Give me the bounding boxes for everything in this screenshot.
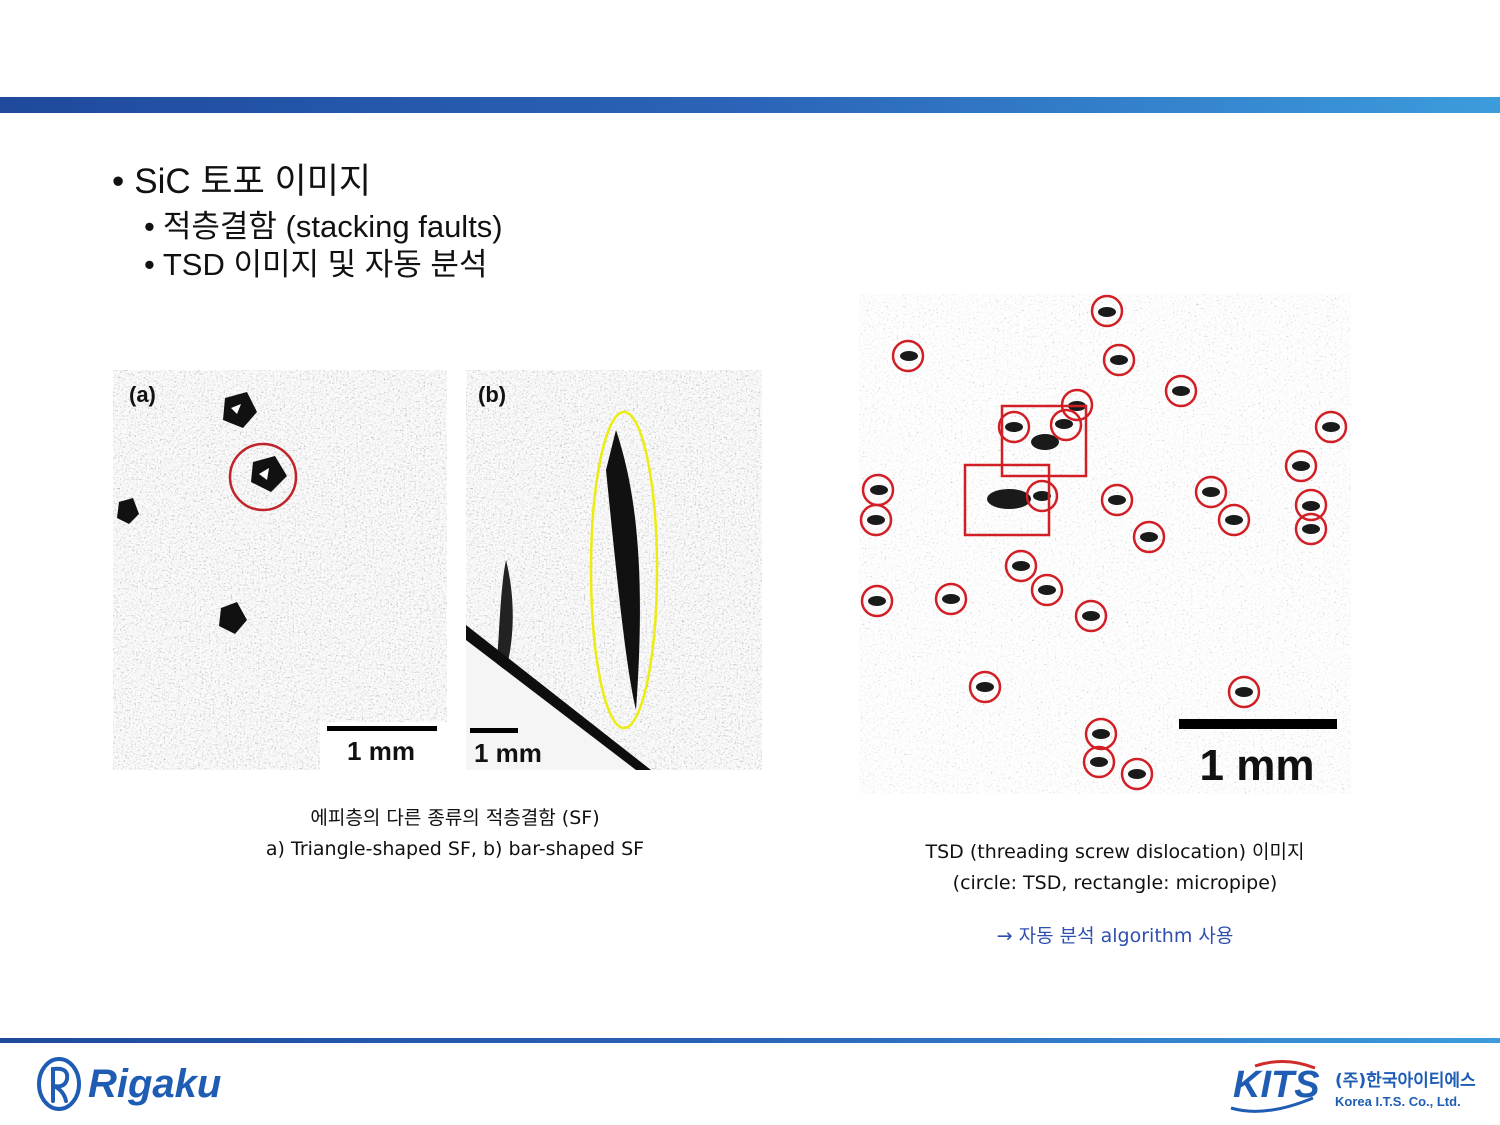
caption-sf-line1: 에피층의 다른 종류의 적층결함 (SF) — [310, 807, 600, 829]
panel-b-scale-label: 1 mm — [474, 738, 542, 768]
bullet-sub-tsd-text: TSD 이미지 및 자동 분석 — [162, 247, 488, 282]
rigaku-wordmark: Rigaku — [88, 1061, 222, 1106]
tsd-image-panel: 1 mm — [859, 294, 1351, 794]
caption-stacking-faults: 에피층의 다른 종류의 적층결함 (SF) a) Triangle-shaped… — [200, 803, 710, 865]
caption-tsd-line2: (circle: TSD, rectangle: micropipe) — [952, 872, 1278, 894]
kits-korean-name: (주)한국아이티에스 — [1335, 1070, 1476, 1091]
header-accent-bar — [0, 97, 1500, 113]
rigaku-logo: Rigaku — [36, 1055, 221, 1113]
bullet-main: • SiC 토포 이미지 — [112, 160, 503, 204]
bullet-sub-stacking-text: 적층결함 (stacking faults) — [162, 209, 503, 244]
caption-tsd-line1: TSD (threading screw dislocation) 이미지 — [925, 841, 1305, 863]
topo-image-panel-a: 1 mm (a) — [113, 370, 447, 770]
panel-b-label: (b) — [478, 382, 506, 407]
bullet-sub-stacking: • 적층결함 (stacking faults) — [144, 209, 503, 244]
footer-accent-bar — [0, 1038, 1500, 1043]
rigaku-emblem-icon — [37, 1057, 81, 1111]
panel-a-scale-label: 1 mm — [347, 736, 415, 766]
panel-a-label: (a) — [129, 382, 156, 407]
kits-emblem: KITS — [1225, 1058, 1321, 1116]
bullet-sub-tsd: • TSD 이미지 및 자동 분석 — [144, 247, 488, 282]
bullet-main-text: SiC 토포 이미지 — [134, 162, 372, 201]
bullet-list: • SiC 토포 이미지 • 적층결함 (stacking faults) • … — [112, 160, 503, 284]
kits-wordmark: KITS — [1233, 1064, 1320, 1106]
kits-english-name: Korea I.T.S. Co., Ltd. — [1335, 1093, 1461, 1109]
kits-logo: KITS (주)한국아이티에스 Korea I.T.S. Co., Ltd. — [1225, 1058, 1476, 1116]
caption-tsd: TSD (threading screw dislocation) 이미지 (c… — [860, 837, 1370, 952]
kits-swoosh-icon — [1230, 1060, 1316, 1113]
kits-company-name: (주)한국아이티에스 Korea I.T.S. Co., Ltd. — [1335, 1066, 1476, 1109]
caption-sf-line2: a) Triangle-shaped SF, b) bar-shaped SF — [265, 838, 645, 860]
tsd-scale-label: 1 mm — [1200, 741, 1315, 790]
topo-image-panel-b: 1 mm (b) — [466, 370, 762, 770]
caption-tsd-line3: → 자동 분석 algorithm 사용 — [996, 925, 1234, 947]
